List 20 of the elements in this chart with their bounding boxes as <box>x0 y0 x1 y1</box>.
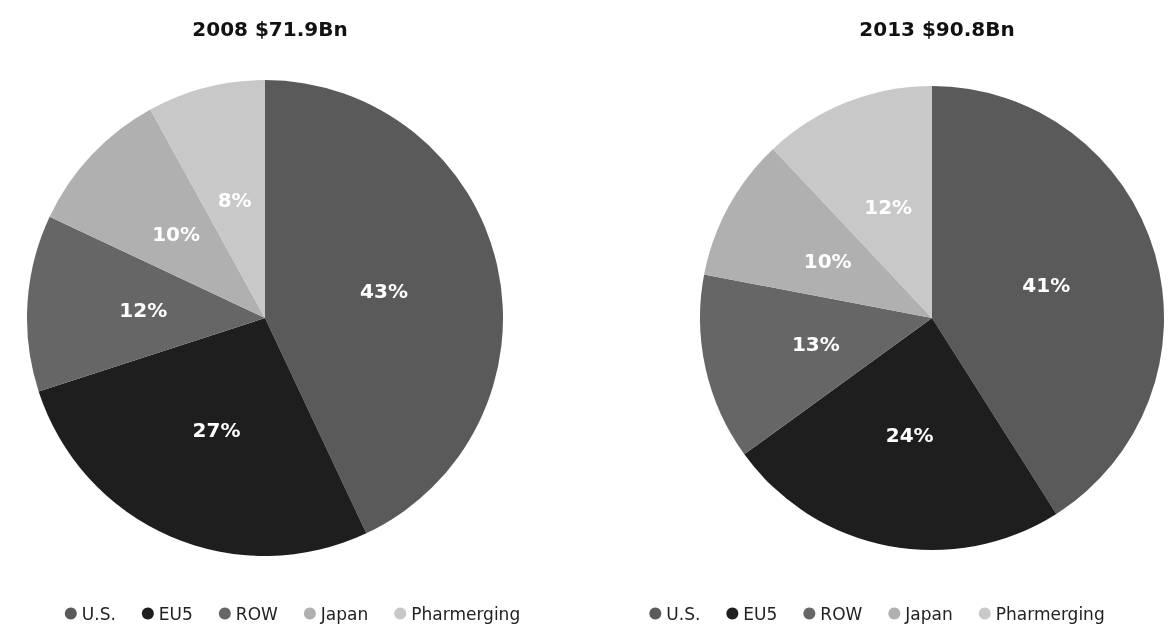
legend-label: U.S. <box>666 603 701 624</box>
legend-label: EU5 <box>158 603 193 624</box>
data-label: 43% <box>360 279 408 304</box>
data-label: 10% <box>803 248 852 273</box>
data-label: 12% <box>119 298 168 323</box>
data-label: 27% <box>192 417 241 442</box>
data-label: 41% <box>1022 272 1071 297</box>
legend-label: Japan <box>904 603 953 624</box>
legend-label: Pharmerging <box>995 603 1105 624</box>
legend-label: ROW <box>820 603 863 624</box>
chart-title: 2008 $71.9Bn <box>192 17 348 41</box>
data-label: 13% <box>791 331 840 356</box>
data-label: 10% <box>152 222 200 247</box>
legend-label: Pharmerging <box>411 603 521 624</box>
legend-label: ROW <box>235 603 279 624</box>
data-label: 24% <box>885 422 934 447</box>
legend-label: U.S. <box>81 603 116 624</box>
legend-label: EU5 <box>743 603 778 624</box>
legend-label: Japan <box>319 603 369 624</box>
chart-title: 2013 $90.8Bn <box>859 17 1015 41</box>
